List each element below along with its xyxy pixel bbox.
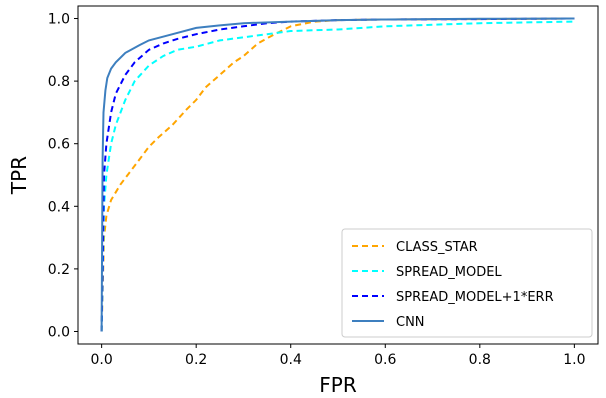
x-tick-label: 0.2 bbox=[185, 352, 207, 368]
y-tick-label: 0.6 bbox=[48, 137, 70, 153]
y-axis-label: TPR bbox=[7, 156, 31, 195]
legend-label: CNN bbox=[396, 315, 425, 330]
y-tick-label: 0.4 bbox=[48, 199, 70, 215]
y-axis-ticks: 0.0 0.2 0.4 0.6 0.8 1.0 bbox=[48, 12, 78, 341]
x-tick-label: 0.0 bbox=[91, 352, 113, 368]
legend-label: SPREAD_MODEL+1*ERR bbox=[396, 290, 554, 305]
legend-label: SPREAD_MODEL bbox=[396, 265, 502, 280]
x-tick-label: 0.4 bbox=[280, 352, 302, 368]
x-axis-ticks: 0.0 0.2 0.4 0.6 0.8 1.0 bbox=[91, 344, 586, 368]
x-tick-label: 0.8 bbox=[469, 352, 491, 368]
x-axis-label: FPR bbox=[319, 373, 357, 397]
legend-label: CLASS_STAR bbox=[396, 240, 478, 255]
x-tick-label: 1.0 bbox=[563, 352, 585, 368]
y-tick-label: 1.0 bbox=[48, 12, 70, 28]
y-tick-label: 0.2 bbox=[48, 262, 70, 278]
y-tick-label: 0.0 bbox=[48, 324, 70, 340]
x-tick-label: 0.6 bbox=[374, 352, 396, 368]
y-tick-label: 0.8 bbox=[48, 74, 70, 90]
legend: CLASS_STAR SPREAD_MODEL SPREAD_MODEL+1*ERR… bbox=[342, 229, 592, 337]
